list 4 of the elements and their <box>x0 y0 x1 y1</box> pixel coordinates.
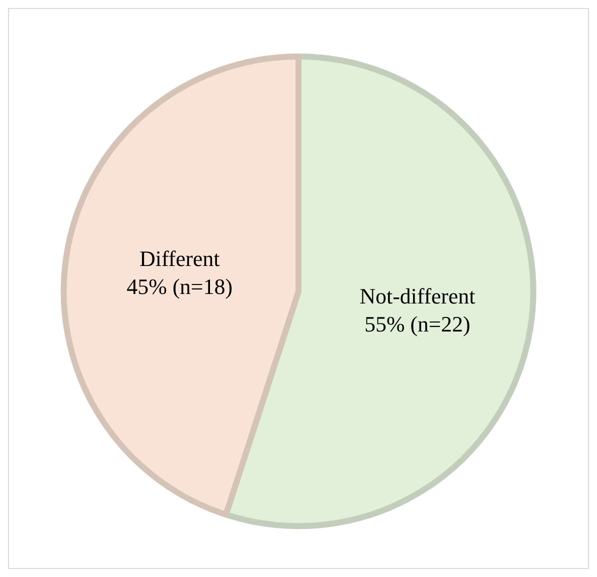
data-label: 45% (n=18) <box>126 274 233 299</box>
slice-label: Different <box>139 246 220 271</box>
slice-label: Not-different <box>360 284 476 309</box>
data-label: 55% (n=22) <box>364 312 470 337</box>
